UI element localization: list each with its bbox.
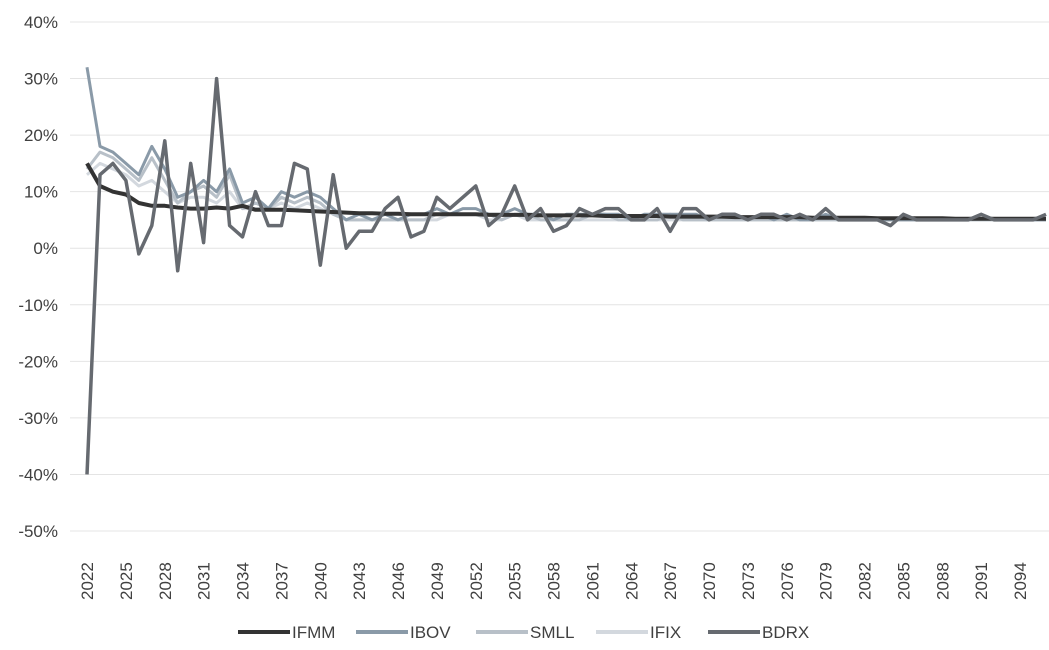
legend-label: IBOV — [410, 623, 451, 642]
x-tick-label: 2082 — [856, 562, 875, 600]
x-tick-label: 2052 — [467, 562, 486, 600]
x-tick-label: 2058 — [545, 562, 564, 600]
x-tick-label: 2088 — [933, 562, 952, 600]
y-tick-label: 40% — [24, 13, 58, 32]
legend: IFMM IBOV SMLL IFIX BDRX — [238, 623, 809, 642]
y-tick-label: -10% — [18, 296, 58, 315]
legend-label: IFMM — [292, 623, 335, 642]
x-tick-label: 2064 — [622, 562, 641, 600]
series-line-bdrx — [85, 76, 1047, 475]
x-tick-label: 2085 — [894, 562, 913, 600]
y-tick-label: 0% — [33, 239, 58, 258]
legend-label: SMLL — [530, 623, 574, 642]
x-tick-label: 2034 — [234, 562, 253, 600]
legend-item-smll: SMLL — [476, 623, 574, 642]
legend-item-ifix: IFIX — [596, 623, 681, 642]
y-tick-label: -20% — [18, 352, 58, 371]
x-axis-ticks: 2022 2025 2028 2031 2034 2037 2040 2043 2046 2049… — [78, 562, 1030, 600]
x-tick-label: 2040 — [311, 562, 330, 600]
x-tick-label: 2067 — [661, 562, 680, 600]
x-tick-label: 2061 — [583, 562, 602, 600]
x-tick-label: 2073 — [739, 562, 758, 600]
x-tick-label: 2055 — [506, 562, 525, 600]
series-line-ifmm — [85, 162, 1046, 221]
x-tick-label: 2022 — [78, 562, 97, 600]
y-axis-ticks: 40% 30% 20% 10% 0% -10% -20% -30% -40% -50% — [18, 13, 58, 541]
x-tick-label: 2031 — [195, 562, 214, 600]
legend-item-bdrx: BDRX — [708, 623, 809, 642]
x-tick-label: 2043 — [350, 562, 369, 600]
x-tick-label: 2091 — [972, 562, 991, 600]
series-lines — [85, 66, 1047, 475]
series-line-ibov — [85, 66, 1046, 222]
x-tick-label: 2076 — [778, 562, 797, 600]
y-tick-label: -40% — [18, 465, 58, 484]
y-tick-label: -50% — [18, 522, 58, 541]
x-tick-label: 2037 — [272, 562, 291, 600]
legend-label: IFIX — [650, 623, 681, 642]
gridlines — [70, 21, 1049, 532]
y-tick-label: 30% — [24, 70, 58, 89]
x-tick-label: 2025 — [117, 562, 136, 600]
x-tick-label: 2049 — [428, 562, 447, 600]
x-tick-label: 2070 — [700, 562, 719, 600]
x-tick-label: 2028 — [156, 562, 175, 600]
y-tick-label: 10% — [24, 183, 58, 202]
y-tick-label: 20% — [24, 126, 58, 145]
x-tick-label: 2094 — [1011, 562, 1030, 600]
y-tick-label: -30% — [18, 409, 58, 428]
x-tick-label: 2046 — [389, 562, 408, 600]
legend-item-ibov: IBOV — [356, 623, 451, 642]
x-tick-label: 2079 — [817, 562, 836, 600]
legend-label: BDRX — [762, 623, 809, 642]
legend-item-ifmm: IFMM — [238, 623, 335, 642]
